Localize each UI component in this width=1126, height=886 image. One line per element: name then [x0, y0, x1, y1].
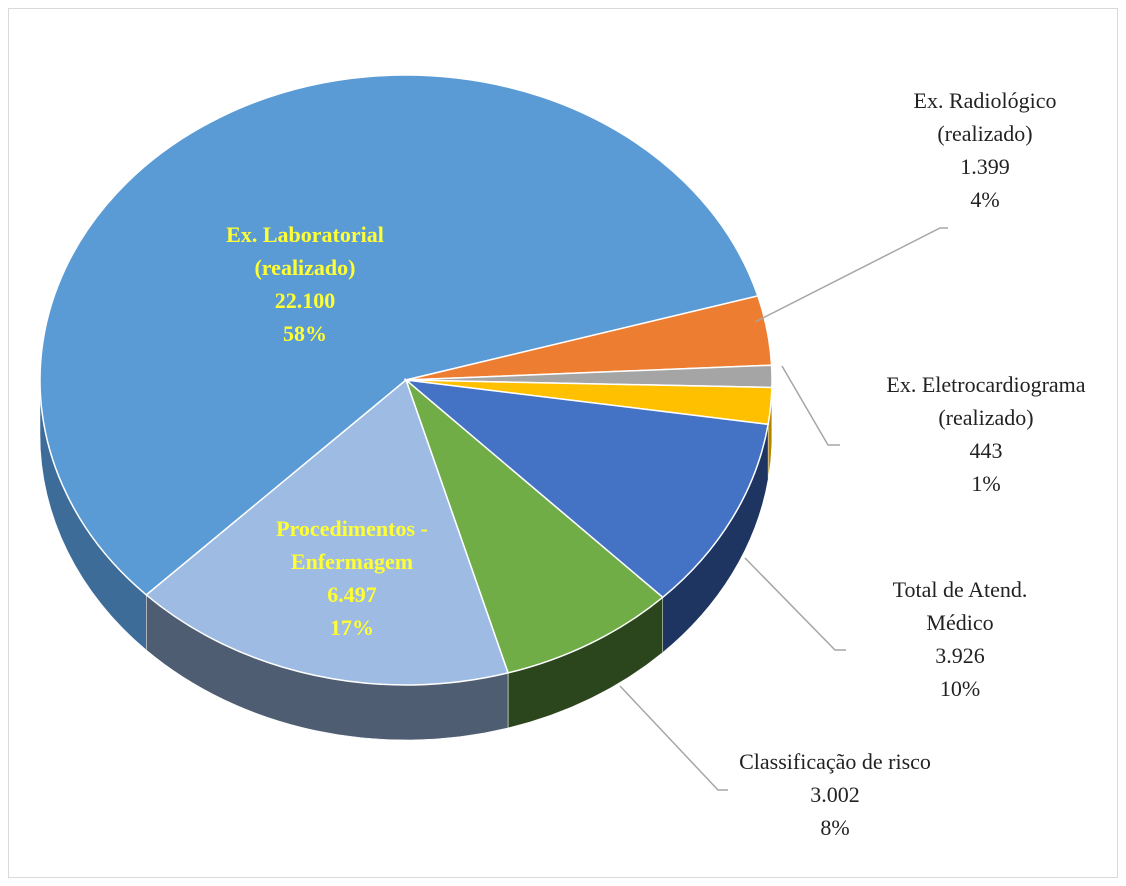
- slice-value: 6.497: [327, 582, 377, 607]
- leader-line: [781, 365, 840, 446]
- slice: [403, 378, 769, 599]
- slice-value: 1.399: [960, 154, 1010, 179]
- data-label: Ex. Eletrocardiograma (realizado) 443 1%: [855, 368, 1117, 500]
- leader-line: [754, 227, 948, 323]
- slice-percent: 58%: [283, 321, 327, 346]
- slice-value: 443: [969, 438, 1003, 463]
- slice-name: Ex. Laboratorial (realizado): [226, 222, 384, 280]
- data-label: Total de Atend. Médico 3.926 10%: [880, 573, 1040, 705]
- slice-percent: 17%: [330, 615, 374, 640]
- slice-percent: 4%: [970, 187, 1000, 212]
- slice: [404, 377, 664, 674]
- slice-value: 3.002: [810, 782, 860, 807]
- leader-line: [744, 557, 846, 651]
- slice: [39, 74, 759, 596]
- slice-name: Procedimentos - Enfermagem: [276, 516, 428, 574]
- slice-percent: 8%: [820, 815, 850, 840]
- leader-line: [619, 685, 728, 791]
- slice-name: Ex. Eletrocardiograma (realizado): [886, 372, 1086, 430]
- data-label: Classificação de risco 3.002 8%: [705, 745, 965, 844]
- slice-percent: 10%: [939, 676, 981, 701]
- data-label: Ex. Laboratorial (realizado) 22.100 58%: [205, 218, 405, 350]
- data-label: Ex. Radiológico (realizado) 1.399 4%: [885, 84, 1085, 216]
- slice-value: 22.100: [274, 288, 336, 313]
- slice-percent: 1%: [971, 471, 1001, 496]
- slice-name: Classificação de risco: [739, 749, 931, 774]
- slice-value: 3.926: [935, 643, 985, 668]
- data-label: Procedimentos - Enfermagem 6.497 17%: [252, 512, 452, 644]
- slice-name: Ex. Radiológico (realizado): [913, 88, 1057, 146]
- slice: [145, 378, 510, 686]
- slice-name: Total de Atend. Médico: [892, 577, 1028, 635]
